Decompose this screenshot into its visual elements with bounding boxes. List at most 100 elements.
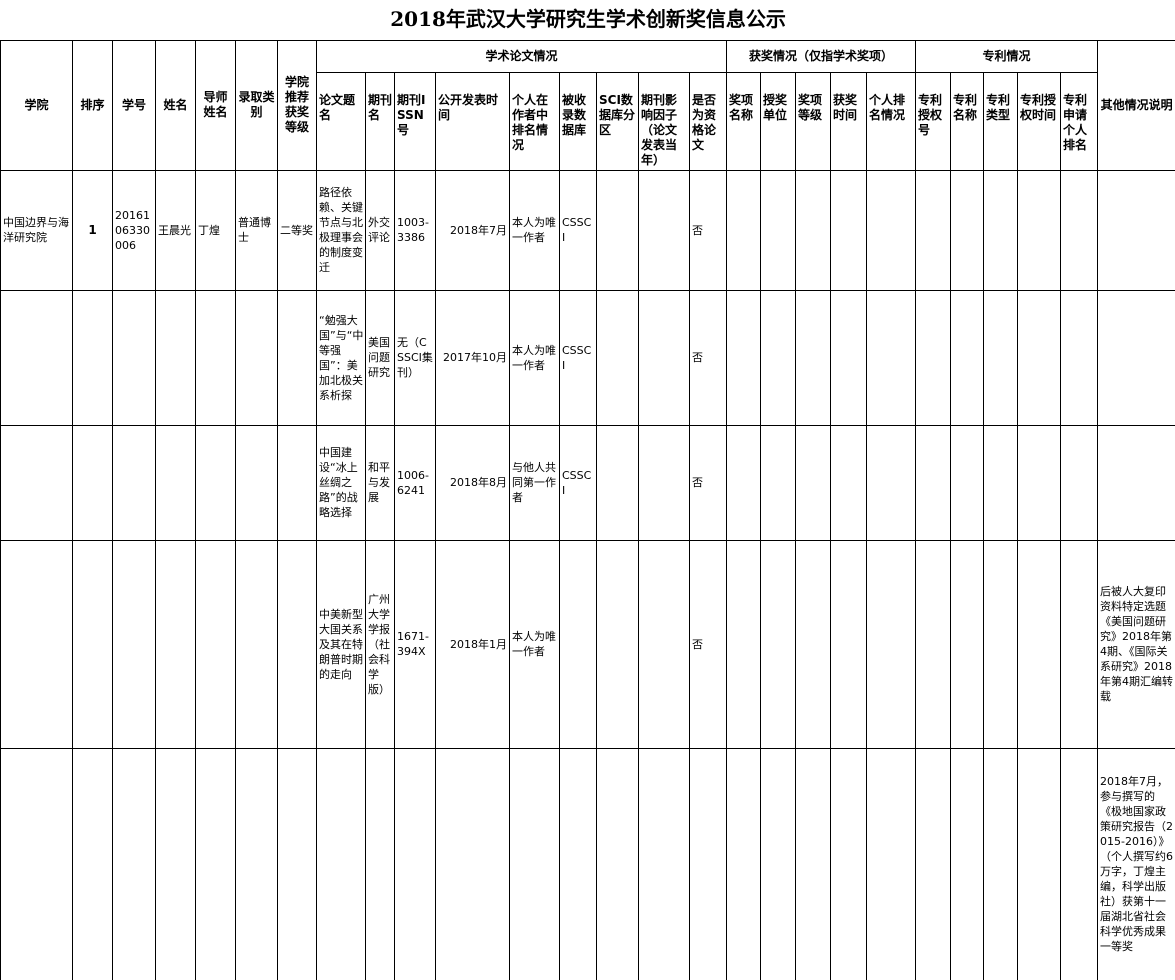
- cell: 本人为唯一作者: [509, 169, 560, 291]
- group-header: 学术论文情况: [316, 39, 727, 73]
- empty-cell: [596, 169, 639, 291]
- empty-cell: [638, 169, 690, 291]
- empty-cell: [1060, 289, 1098, 426]
- empty-cell: [277, 289, 317, 426]
- empty-cell: [1060, 169, 1098, 291]
- column-row: 论文题名 期刊名 期刊ISSN号 公开发表时间 个人在作者中排名情况 被收录数据库 SCI数…: [1, 71, 1175, 171]
- empty-cell: [983, 169, 1018, 291]
- empty-cell: [195, 289, 236, 426]
- empty-cell: [155, 539, 196, 749]
- empty-cell: [983, 424, 1018, 541]
- empty-cell: [155, 747, 196, 980]
- column-header: 授奖单位: [760, 71, 796, 171]
- empty-cell: [638, 289, 690, 426]
- column-header: 专利类型: [983, 71, 1018, 171]
- cell: 本人为唯一作者: [509, 539, 560, 749]
- column-header: 论文题名: [316, 71, 366, 171]
- cell: 路径依赖、关键节点与北极理事会的制度变迁: [316, 169, 366, 291]
- empty-cell: [72, 747, 113, 980]
- cell: 中国边界与海洋研究院: [0, 169, 73, 291]
- cell: 和平与发展: [365, 424, 395, 541]
- group-row: 学院 排序 学号 姓名 导师姓名 录取类别 学院推荐获奖等级 学术论文情况 获奖情况（仅指学术奖…: [0, 39, 1175, 171]
- empty-cell: [1096, 424, 1175, 541]
- column-header: 录取类别: [235, 39, 278, 171]
- column-header: 专利申请个人排名: [1060, 71, 1098, 171]
- data-row: 中美新型大国关系及其在特朗普时期的走向 广州大学学报（社会科学版） 1671-394…: [0, 539, 1175, 749]
- group-header: 获奖情况（仅指学术奖项）: [726, 39, 916, 73]
- empty-cell: [830, 424, 867, 541]
- empty-cell: [795, 747, 831, 980]
- empty-cell: [830, 539, 867, 749]
- column-header: 是否为资格论文: [689, 71, 727, 171]
- empty-cell: [1060, 424, 1098, 541]
- cell: 1003-3386: [394, 169, 436, 291]
- empty-cell: [155, 424, 196, 541]
- empty-cell: [866, 169, 916, 291]
- data-row: “勉强大国”与“中等强国”：美加北极关系析探 美国问题研究 无（CSSCI集刊） 20…: [0, 289, 1175, 426]
- empty-cell: [235, 539, 278, 749]
- column-header: 专利名称: [950, 71, 984, 171]
- empty-cell: [596, 539, 639, 749]
- data-row: 中国边界与海洋研究院 1 2016106330006 王晨光 丁煌 普通博士 二等奖 路径依赖…: [0, 169, 1175, 291]
- cell: 2016106330006: [112, 169, 156, 291]
- empty-cell: [1017, 747, 1061, 980]
- title-row: 2018年武汉大学研究生学术创新奖信息公示: [0, 0, 1175, 41]
- empty-cell: [638, 424, 690, 541]
- cell: 广州大学学报（社会科学版）: [365, 539, 395, 749]
- empty-cell: [1017, 424, 1061, 541]
- empty-cell: [760, 424, 796, 541]
- empty-cell: [760, 289, 796, 426]
- cell: 1006-6241: [394, 424, 436, 541]
- empty-cell: [155, 289, 196, 426]
- empty-cell: [726, 424, 761, 541]
- empty-cell: [760, 169, 796, 291]
- empty-cell: [112, 747, 156, 980]
- empty-cell: [795, 289, 831, 426]
- cell: 1671-394X: [394, 539, 436, 749]
- data-row: 中国建设“冰上丝绸之路”的战略选择 和平与发展 1006-6241 2018年8月 与他…: [0, 424, 1175, 541]
- column-header: 被收录数据库: [559, 71, 597, 171]
- cell: 王晨光: [155, 169, 196, 291]
- empty-cell: [638, 747, 690, 980]
- column-header: 期刊ISSN号: [394, 71, 436, 171]
- column-header: 奖项等级: [795, 71, 831, 171]
- empty-cell: [866, 424, 916, 541]
- empty-cell: [195, 424, 236, 541]
- cell: 1: [72, 169, 113, 291]
- empty-cell: [72, 424, 113, 541]
- empty-cell: [435, 747, 510, 980]
- empty-cell: [277, 424, 317, 541]
- empty-cell: [1017, 539, 1061, 749]
- empty-cell: [950, 539, 984, 749]
- empty-cell: [559, 747, 597, 980]
- empty-cell: [277, 539, 317, 749]
- empty-cell: [112, 539, 156, 749]
- empty-cell: [72, 289, 113, 426]
- cell: 中国建设“冰上丝绸之路”的战略选择: [316, 424, 366, 541]
- empty-cell: [0, 747, 73, 980]
- empty-cell: [235, 747, 278, 980]
- cell: 2018年1月: [435, 539, 510, 749]
- cell: 2018年7月，参与撰写的《极地国家政策研究报告（2015-2016）》（个人撰…: [1096, 747, 1175, 980]
- empty-cell: [915, 539, 951, 749]
- column-header: 姓名: [155, 39, 196, 171]
- cell: CSSCI: [559, 424, 597, 541]
- table-title: 2018年武汉大学研究生学术创新奖信息公示: [0, 0, 1175, 41]
- empty-cell: [1060, 539, 1098, 749]
- empty-cell: [1017, 169, 1061, 291]
- cell: “勉强大国”与“中等强国”：美加北极关系析探: [316, 289, 366, 426]
- empty-cell: [830, 747, 867, 980]
- empty-cell: [316, 747, 366, 980]
- empty-cell: [726, 747, 761, 980]
- cell: 本人为唯一作者: [509, 289, 560, 426]
- column-header: 排序: [72, 39, 113, 171]
- cell: CSSCI: [559, 289, 597, 426]
- column-header: 导师姓名: [195, 39, 236, 171]
- empty-cell: [195, 747, 236, 980]
- cell: 与他人共同第一作者: [509, 424, 560, 541]
- column-header: 其他情况说明: [1096, 39, 1175, 171]
- empty-cell: [235, 424, 278, 541]
- cell: 丁煌: [195, 169, 236, 291]
- cell: 否: [689, 289, 727, 426]
- cell: 后被人大复印资料特定选题《美国问题研究》2018年第4期、《国际关系研究》201…: [1096, 539, 1175, 749]
